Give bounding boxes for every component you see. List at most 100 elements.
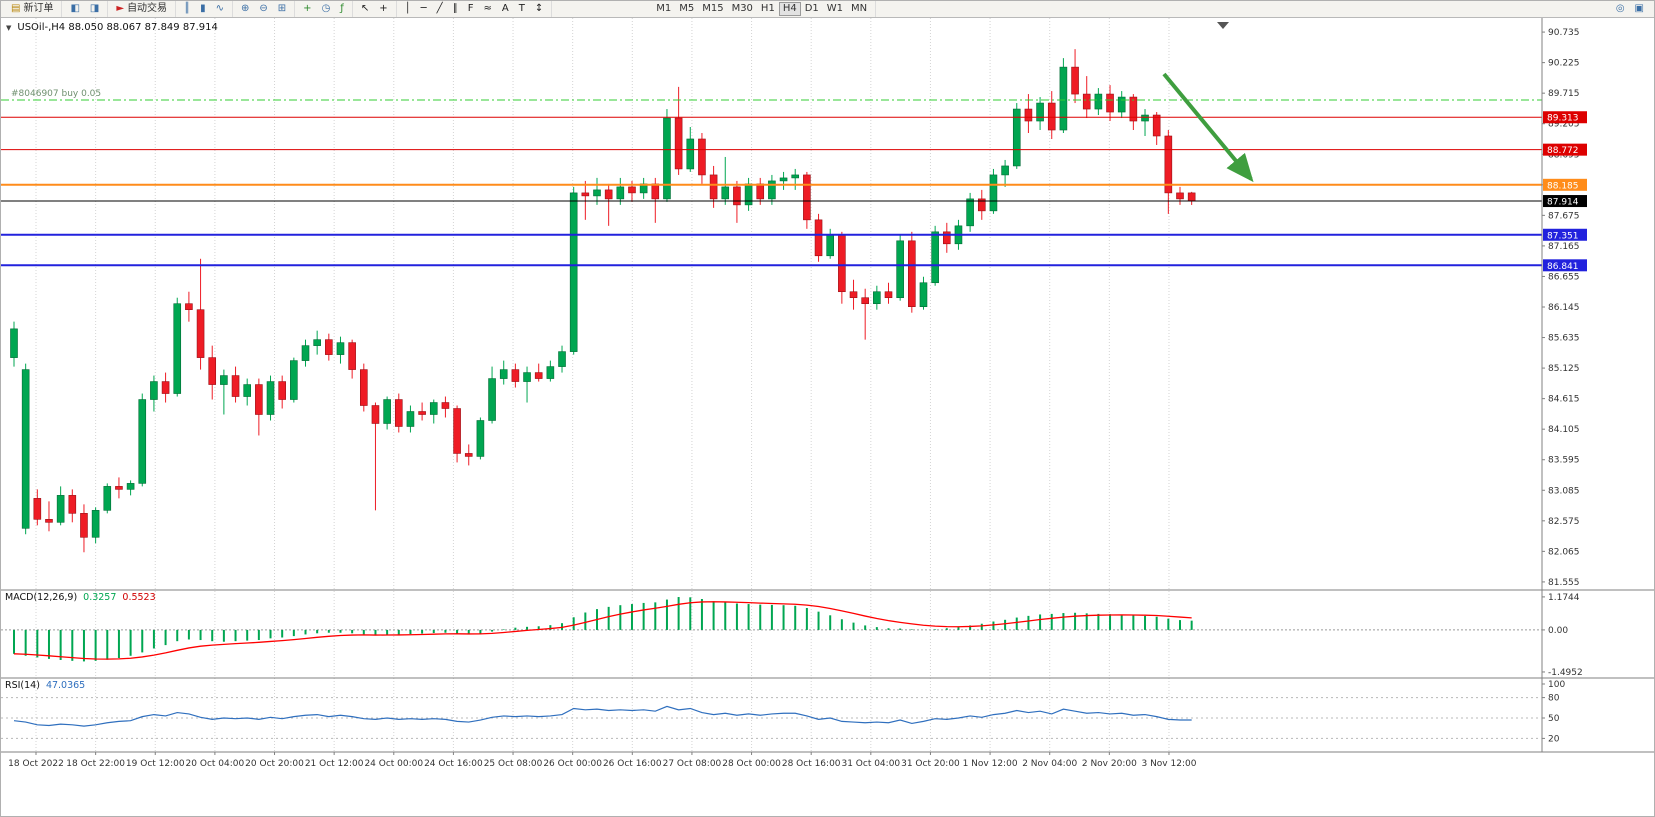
candle: [68, 495, 77, 514]
candle: [744, 183, 753, 206]
tile-windows-icon[interactable]: ⊞: [274, 2, 290, 16]
macd-main-value: 0.3257: [83, 592, 117, 603]
candle: [1094, 93, 1103, 110]
crosshair-icon[interactable]: +: [375, 2, 391, 16]
tf-w1-button[interactable]: W1: [823, 2, 847, 16]
toolbar: ▤ 新订单 ◧ ◨ ► 自动交易 ║ ▮ ∿ ⊕ ⊖ ⊞ + ◷ ƒ ↖ + │ ─ ╱ ∥ F ≈ A T ↕ M1 M5 M15 M3…: [1, 1, 1654, 18]
resistance-line-1-tag: [1543, 111, 1587, 124]
price-tick-label: 82.065: [1548, 547, 1580, 557]
candle: [1141, 114, 1149, 122]
chart-title-text: USOil-,H4 88.050 88.067 87.849 87.914: [17, 22, 218, 33]
time-axis-label: 26 Oct 00:00: [543, 759, 602, 769]
tf-m5-button-label: M5: [679, 3, 695, 14]
time-axis-label: 27 Oct 08:00: [663, 759, 722, 769]
new-chart-icon[interactable]: +: [299, 2, 315, 16]
line-chart-icon[interactable]: ∿: [212, 2, 228, 16]
candle: [21, 369, 30, 529]
candle: [826, 234, 835, 257]
period-clock-icon-glyph: ◷: [321, 3, 331, 14]
price-tick-label: 87.165: [1548, 242, 1580, 252]
wave-icon[interactable]: ≈: [479, 2, 495, 16]
candle: [873, 291, 881, 305]
trendline-icon[interactable]: ╱: [433, 2, 447, 16]
candle: [488, 378, 496, 421]
candle: [849, 291, 858, 299]
zoom-out-icon[interactable]: ⊖: [255, 2, 271, 16]
macd-name: MACD(12,26,9): [5, 592, 78, 603]
support-line-2-tag-label: 86.841: [1547, 262, 1579, 272]
label-icon[interactable]: T: [515, 2, 529, 16]
candle: [1001, 165, 1009, 176]
tf-mn-button-label: MN: [851, 3, 868, 14]
zoom-in-icon[interactable]: ⊕: [237, 2, 253, 16]
toolbar-group-windows: ◧ ◨: [62, 1, 109, 17]
search-icon-glyph: ◎: [1615, 3, 1625, 14]
time-axis-label: 28 Oct 16:00: [782, 759, 841, 769]
price-tick-label: 82.575: [1548, 517, 1580, 527]
candle: [45, 519, 53, 523]
autotrading-button-label: 自动交易: [127, 3, 168, 14]
candles-layer: [10, 49, 1196, 553]
price-tick-label: 87.675: [1548, 211, 1580, 221]
channel-icon[interactable]: ∥: [449, 2, 462, 16]
vertical-line-icon[interactable]: │: [401, 2, 415, 16]
chart-area[interactable]: #8046907 buy 0.05 90.735 90.225 89.715 89.20…: [1, 18, 1655, 817]
candle: [896, 240, 904, 299]
autotrading-button[interactable]: ► 自动交易: [112, 2, 171, 16]
market-watch-icon[interactable]: ◧: [66, 2, 83, 16]
tf-h4-button[interactable]: H4: [778, 2, 801, 16]
candle: [628, 186, 636, 194]
cursor-icon[interactable]: ↖: [357, 2, 373, 16]
horizontal-line-icon[interactable]: ─: [417, 2, 431, 16]
candle: [593, 189, 601, 197]
candle: [674, 117, 683, 170]
candle: [651, 183, 660, 200]
new-order-button-glyph: ▤: [11, 3, 21, 14]
candle: [418, 411, 426, 415]
fibonacci-icon[interactable]: F: [464, 2, 478, 16]
arrows-icon[interactable]: ↕: [531, 2, 547, 16]
navigator-icon[interactable]: ◨: [86, 2, 103, 16]
chart-svg[interactable]: #8046907 buy 0.05 90.735 90.225 89.715 89.20…: [1, 18, 1655, 817]
candle: [546, 366, 555, 379]
data-window-icon[interactable]: ▣: [1631, 2, 1648, 16]
line-chart-icon-glyph: ∿: [215, 3, 224, 14]
cursor-icon-glyph: ↖: [360, 3, 370, 14]
candle: [977, 198, 986, 212]
channel-icon-glyph: ∥: [452, 3, 458, 14]
tf-m5-button[interactable]: M5: [675, 2, 698, 16]
price-tick-label: 90.225: [1548, 59, 1580, 69]
new-order-button[interactable]: ▤ 新订单: [7, 2, 57, 16]
candle: [1176, 192, 1184, 200]
candle: [569, 192, 578, 352]
bar-chart-icon[interactable]: ║: [180, 2, 194, 16]
candle: [383, 399, 391, 424]
tf-m1-button[interactable]: M1: [652, 2, 675, 16]
price-tick-label: 83.085: [1548, 486, 1580, 496]
candle: [1071, 66, 1079, 95]
time-axis-label: 25 Oct 08:00: [484, 759, 543, 769]
tf-h1-button[interactable]: H1: [757, 2, 779, 16]
chart-shift-marker[interactable]: [1217, 22, 1229, 29]
collapse-chart-icon[interactable]: ▼: [6, 23, 12, 32]
time-axis-label: 26 Oct 16:00: [603, 759, 662, 769]
text-icon[interactable]: A: [498, 2, 513, 16]
indicators-icon[interactable]: ƒ: [336, 2, 348, 16]
tf-m15-button[interactable]: M15: [698, 2, 727, 16]
trend-arrow-annotation[interactable]: [1162, 72, 1254, 183]
period-clock-icon[interactable]: ◷: [318, 2, 335, 16]
candle: [1106, 93, 1114, 113]
trendline-icon-glyph: ╱: [436, 3, 443, 14]
candlestick-chart-icon[interactable]: ▮: [196, 2, 210, 16]
pivot-line-tag: [1543, 178, 1587, 191]
candle: [441, 402, 450, 409]
candle: [663, 117, 671, 200]
wave-icon-glyph: ≈: [483, 3, 492, 14]
arrows-icon-glyph: ↕: [534, 3, 544, 14]
tf-m30-button[interactable]: M30: [728, 2, 757, 16]
tf-d1-button[interactable]: D1: [801, 2, 823, 16]
tf-mn-button[interactable]: MN: [847, 2, 871, 16]
candle: [604, 189, 613, 200]
search-icon[interactable]: ◎: [1612, 2, 1629, 16]
